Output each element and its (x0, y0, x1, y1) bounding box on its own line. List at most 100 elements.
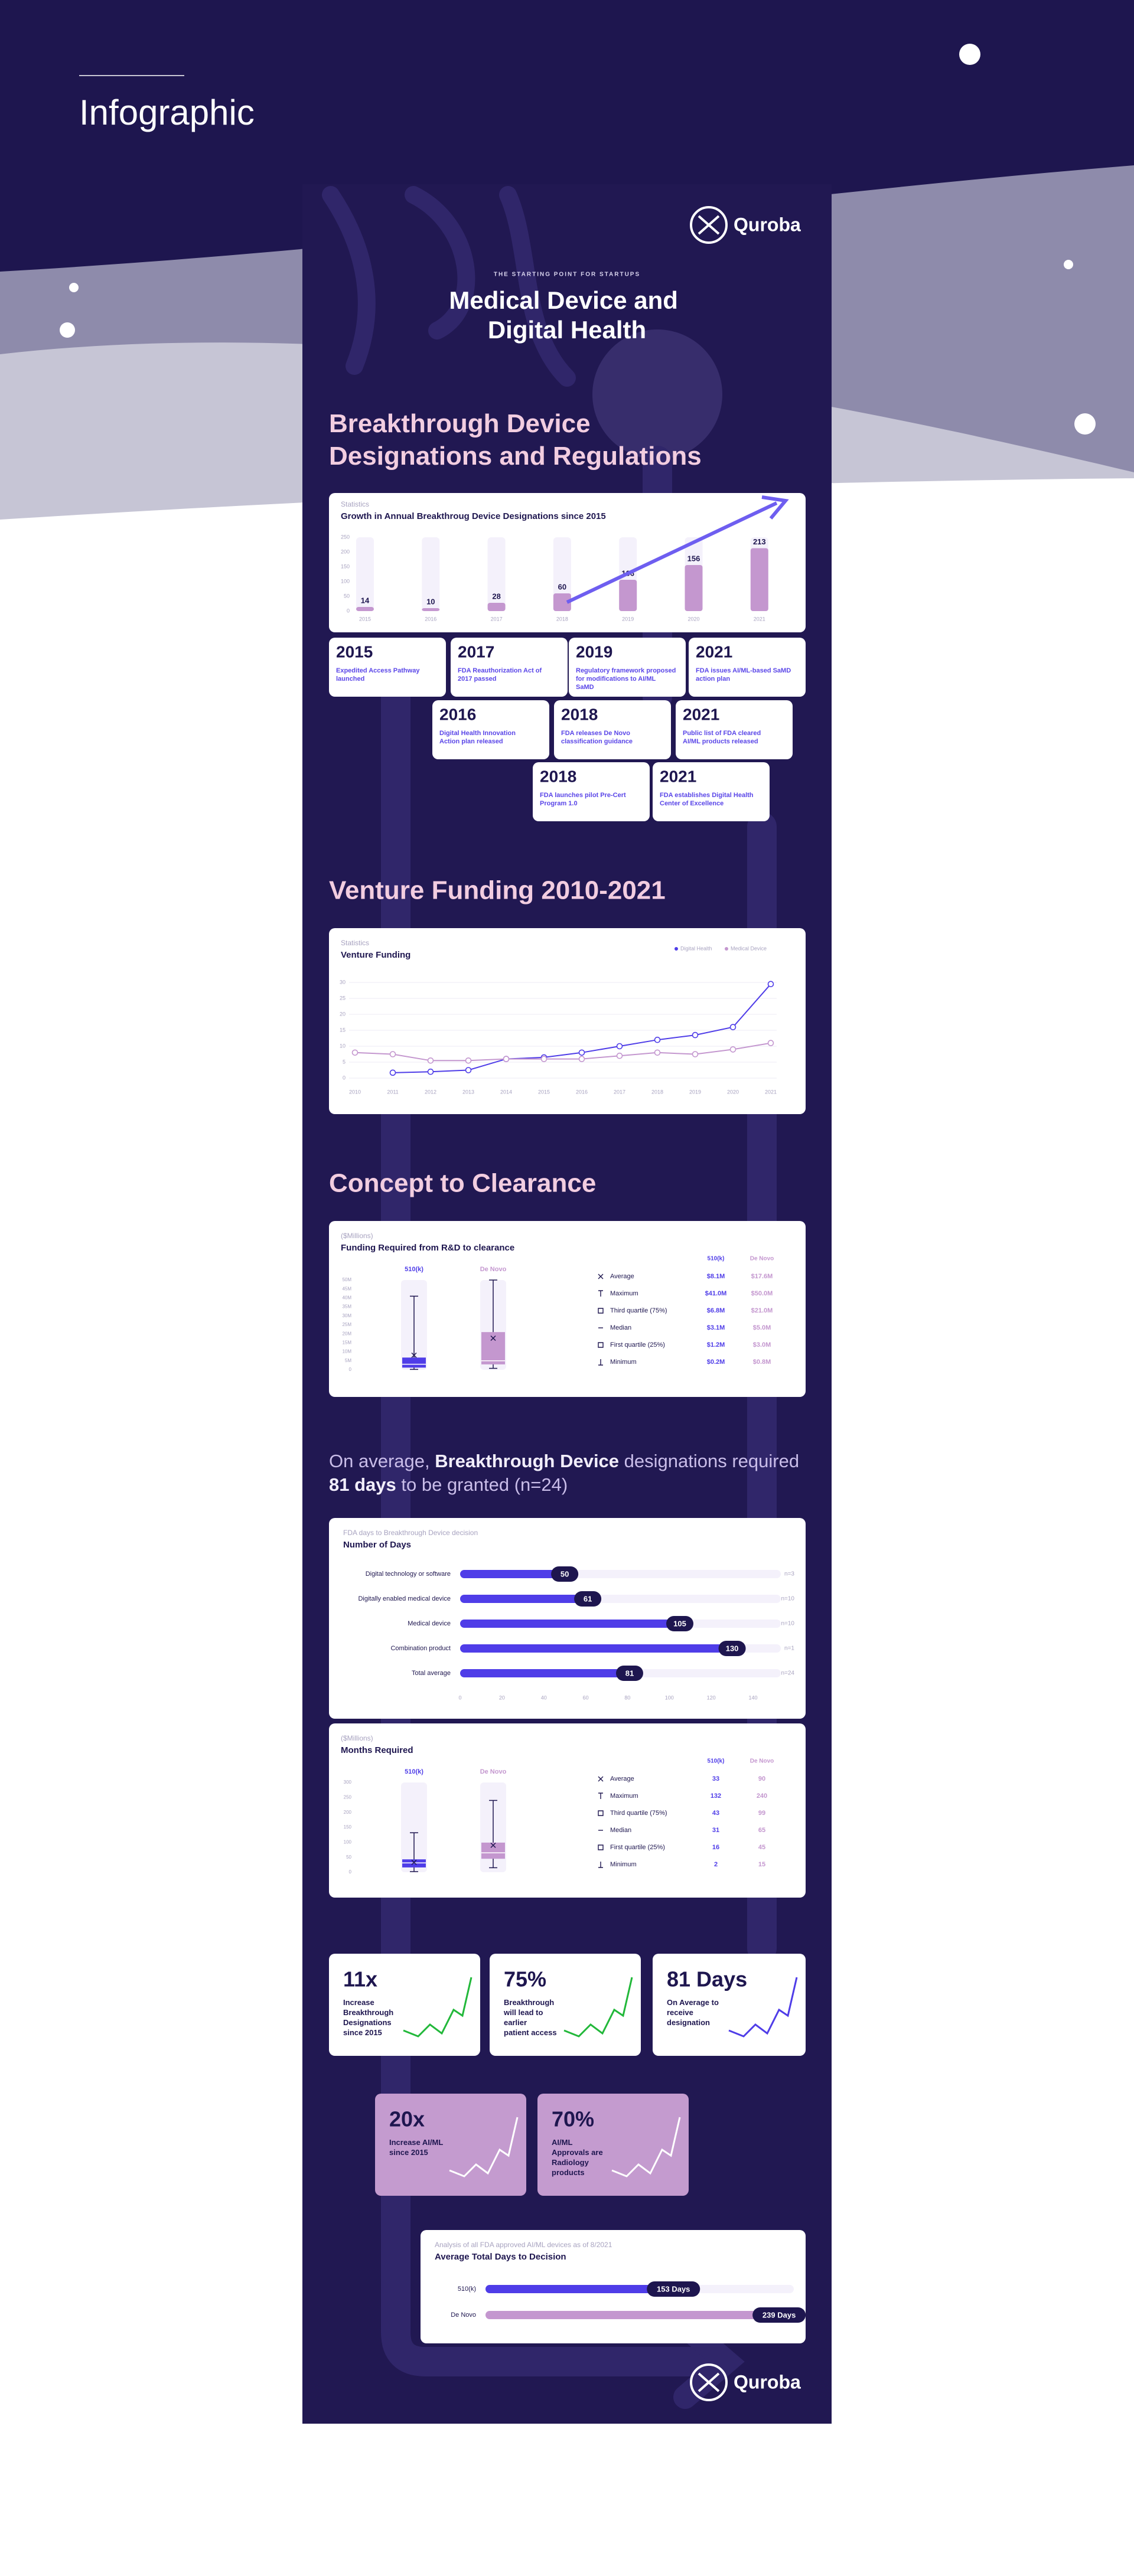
headline-segment: 81 days (329, 1474, 396, 1495)
x-tick-label: 2014 (500, 1089, 512, 1095)
stat-text: Increase AI/ML since 2015 (389, 2138, 445, 2157)
series-line (354, 1042, 771, 1062)
x-tick-label: 2019 (622, 616, 634, 622)
sparkline (563, 1977, 633, 2038)
stat-icon (598, 1862, 603, 1868)
sparkline (611, 2117, 681, 2177)
text-line: Designations and Regulations (329, 442, 702, 471)
column-header: 510(k) (405, 1266, 423, 1273)
table-value: $6.8M (707, 1307, 725, 1314)
x-tick-label: 2021 (765, 1089, 777, 1095)
stat-label: First quartile (25%) (610, 1341, 665, 1349)
stat-label: Maximum (610, 1793, 638, 1800)
text-line: designation (667, 2018, 710, 2027)
event-year: 2015 (336, 642, 373, 661)
text-line: Breakthrough Device (329, 409, 598, 438)
text-line: Radiology (552, 2158, 591, 2167)
logo-mark (698, 215, 720, 235)
x-tick-label: 2013 (462, 1089, 474, 1095)
card-title: Growth in Annual Breakthroug Device Desi… (341, 511, 606, 521)
text-line: FDA Reauthorization Act of (458, 667, 543, 674)
y-tick-label: 10 (340, 1043, 346, 1049)
table-value: 65 (758, 1827, 765, 1834)
stat-label: Median (610, 1827, 631, 1834)
headline-segment: On average, (329, 1451, 435, 1471)
sample-size: n=24 (781, 1670, 794, 1677)
value-label: 61 (584, 1594, 592, 1603)
box (402, 1859, 426, 1867)
table-value: 240 (757, 1793, 767, 1800)
y-tick-label: 50M (342, 1277, 351, 1282)
card-title: Average Total Days to Decision (435, 2252, 566, 2262)
text-line: Increase (343, 1998, 376, 2007)
card-subtitle: Analysis of all FDA approved AI/ML devic… (435, 2241, 612, 2249)
x-tick-label: 2018 (556, 616, 568, 622)
value-label: 105 (673, 1619, 686, 1628)
logo-icon (690, 2363, 728, 2401)
point (503, 1056, 510, 1062)
table-value: 90 (758, 1775, 765, 1782)
y-tick-label: 40M (342, 1295, 351, 1301)
table-value: $8.1M (707, 1273, 725, 1280)
event-year: 2021 (683, 705, 719, 723)
bar (685, 565, 703, 611)
point (654, 1036, 661, 1043)
event-year: 2019 (576, 642, 612, 661)
y-tick-label: 45M (342, 1286, 351, 1291)
text-line: FDA issues AI/ML-based SaMD (696, 667, 793, 674)
sparkline (449, 2117, 519, 2177)
table-header: 510(k) (708, 1256, 725, 1262)
dot (60, 322, 75, 338)
stat-value: 20x (389, 2107, 425, 2131)
bar (460, 1620, 680, 1628)
text-line: Public list of FDA cleared (683, 730, 762, 737)
y-tick-label: 250 (344, 1794, 352, 1800)
event-text: Public list of FDA cleared AI/ML product… (683, 730, 762, 745)
text-line: will lead to (503, 2008, 545, 2017)
bar (619, 580, 637, 611)
sample-size: n=10 (781, 1621, 794, 1627)
x-tick-label: 120 (707, 1695, 716, 1700)
value-label: 130 (726, 1644, 739, 1653)
point (729, 1024, 737, 1030)
stat-icon (598, 1359, 603, 1366)
value-pill (718, 1641, 746, 1656)
wave-dark (0, 0, 1134, 272)
bar-track (487, 537, 506, 611)
value-label: 153 Days (657, 2284, 690, 2293)
bar (460, 1669, 630, 1677)
table-value: 99 (758, 1810, 765, 1817)
value-label: 60 (558, 582, 566, 591)
headline: On average, Breakthrough Device designat… (329, 1451, 799, 1495)
card-title: Number of Days (343, 1540, 411, 1550)
y-tick-label: 0 (349, 1367, 352, 1372)
table-header: De Novo (750, 1256, 774, 1262)
table-value: $0.8M (753, 1359, 771, 1366)
card (533, 762, 650, 821)
bar (356, 607, 374, 611)
card (329, 1518, 806, 1719)
sample-size: n=1 (784, 1645, 794, 1652)
table-value: 33 (712, 1775, 719, 1782)
text-line: since 2015 (343, 2028, 382, 2037)
bar-track (356, 537, 374, 611)
text-line: Regulatory framework proposed (576, 667, 677, 674)
page-label: Infographic (79, 93, 255, 132)
text-line: Digital Health (488, 316, 646, 344)
stat-text: On Average to receive designation (667, 1998, 721, 2027)
card (329, 928, 806, 1114)
mean-marker (411, 1859, 417, 1865)
x-tick-label: 0 (458, 1695, 461, 1700)
x-tick-label: 2017 (491, 616, 503, 622)
event-year: 2021 (660, 767, 696, 785)
text-line: since 2015 (389, 2148, 428, 2157)
x-tick-label: 2011 (387, 1089, 398, 1095)
bar (460, 1644, 732, 1653)
value-label: 50 (561, 1569, 569, 1578)
x-tick-label: 2016 (425, 616, 436, 622)
text-line: Center of Excellence (660, 800, 724, 807)
table-value: $17.6M (751, 1273, 773, 1280)
card-subtitle: Statistics (341, 500, 369, 508)
text-line: Breakthrough (504, 1998, 556, 2007)
value-label: 213 (753, 537, 766, 546)
